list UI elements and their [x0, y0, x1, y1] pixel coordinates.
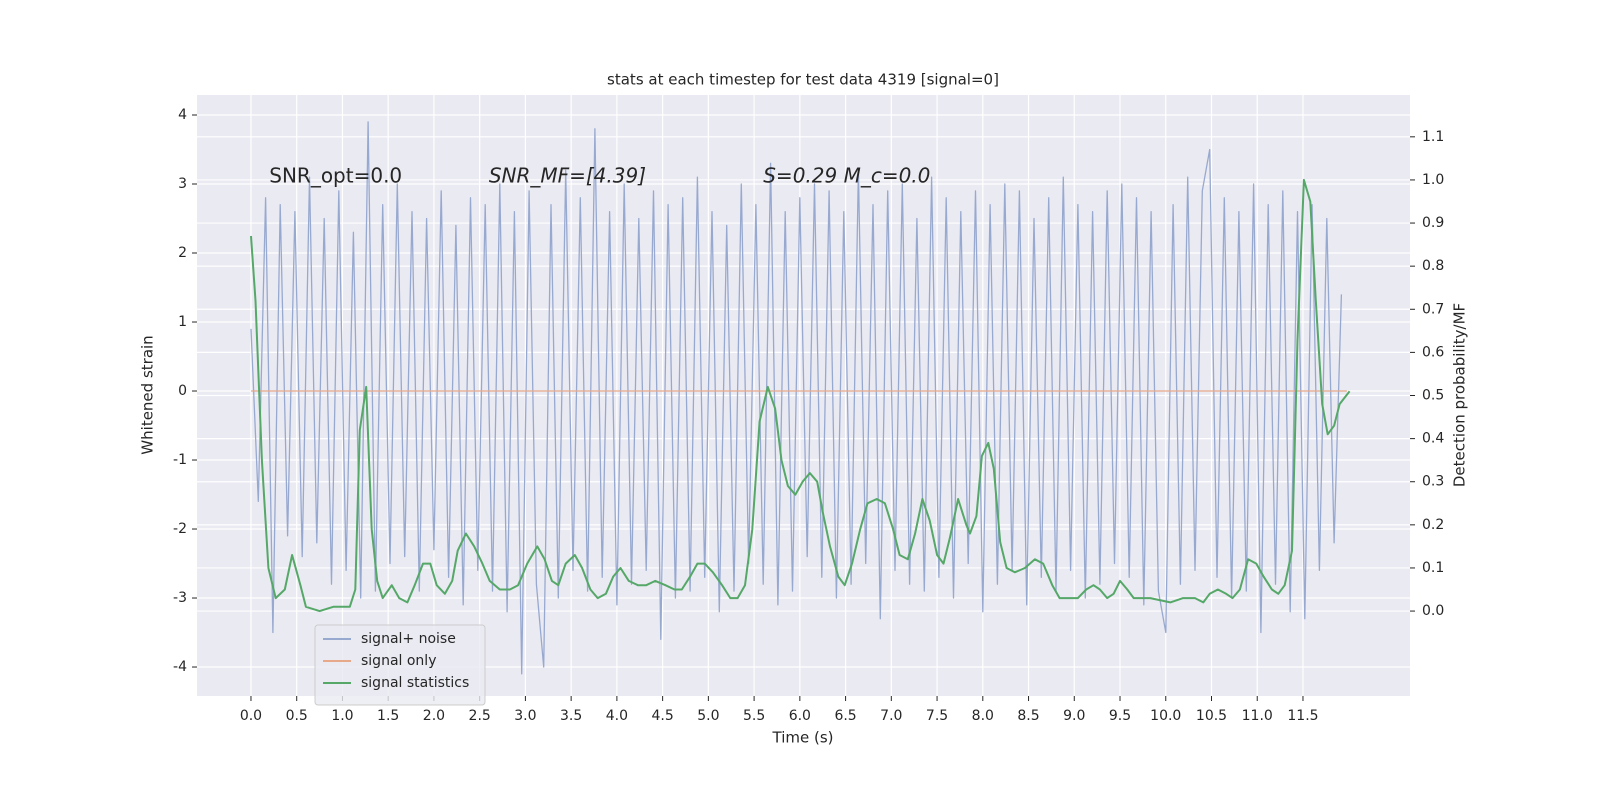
x-tick-label: 4.5: [651, 708, 673, 724]
y-axis-label: Whitened strain: [139, 335, 157, 454]
y-tick-label: 1: [178, 314, 187, 330]
y2-tick-label: 0.6: [1422, 344, 1444, 360]
legend-label: signal only: [361, 653, 436, 669]
y2-axis-label: Detection probability/MF: [1451, 303, 1469, 487]
y2-tick-label: 0.8: [1422, 258, 1444, 274]
annotation: SNR_MF=[4.39]: [489, 164, 646, 188]
y2-tick-label: 0.4: [1422, 431, 1444, 447]
x-tick-label: 5.5: [743, 708, 765, 724]
y-tick-label: -4: [173, 659, 187, 675]
y-tick-label: 0: [178, 383, 187, 399]
x-tick-label: 5.0: [697, 708, 719, 724]
x-tick-label: 1.5: [377, 708, 399, 724]
y-tick-label: -3: [173, 590, 187, 606]
annotation: SNR_opt=0.0: [269, 164, 402, 188]
y-tick-label: 4: [178, 107, 187, 123]
y2-tick-label: 0.1: [1422, 560, 1444, 576]
y2-tick-label: 0.7: [1422, 301, 1444, 317]
x-tick-label: 10.5: [1196, 708, 1227, 724]
x-tick-label: 11.5: [1287, 708, 1318, 724]
x-tick-label: 7.5: [926, 708, 948, 724]
x-tick-label: 0.5: [286, 708, 308, 724]
x-tick-label: 10.0: [1150, 708, 1181, 724]
y2-tick-label: 0.9: [1422, 215, 1444, 231]
x-tick-label: 6.5: [834, 708, 856, 724]
grid: [197, 95, 1410, 696]
x-tick-label: 9.0: [1063, 708, 1085, 724]
x-tick-label: 3.0: [514, 708, 536, 724]
y2-tick-label: 0.2: [1422, 517, 1444, 533]
x-tick-label: 6.0: [789, 708, 811, 724]
y2-tick-label: 0.0: [1422, 603, 1444, 619]
x-tick-label: 8.5: [1017, 708, 1039, 724]
y2-tick-label: 1.1: [1422, 129, 1444, 145]
y-tick-label: 2: [178, 245, 187, 261]
legend: signal+ noise signal only signal statistic…: [314, 624, 486, 706]
y2-tick-label: 0.5: [1422, 388, 1444, 404]
x-axis-label: Time (s): [772, 729, 834, 747]
y-tick-label: -1: [173, 452, 187, 468]
series-line: [250, 178, 1351, 613]
chart-title: stats at each timestep for test data 431…: [607, 71, 999, 89]
x-tick-label: 2.5: [469, 708, 491, 724]
x-tick-label: 7.0: [880, 708, 902, 724]
y2-tick-label: 0.3: [1422, 474, 1444, 490]
y-tick-label: 3: [178, 176, 187, 192]
x-tick-label: 4.0: [606, 708, 628, 724]
annotation: S=0.29 M_c=0.0: [763, 164, 930, 188]
x-tick-label: 9.5: [1109, 708, 1131, 724]
x-tick-label: 0.0: [240, 708, 262, 724]
series-line: [250, 121, 1343, 675]
x-tick-label: 8.0: [972, 708, 994, 724]
legend-label: signal statistics: [361, 675, 469, 691]
y-tick-label: -2: [173, 521, 187, 537]
x-tick-label: 11.0: [1242, 708, 1273, 724]
legend-label: signal+ noise: [361, 631, 456, 647]
x-tick-label: 1.0: [331, 708, 353, 724]
x-tick-label: 2.0: [423, 708, 445, 724]
legend-box: [314, 624, 486, 706]
x-tick-label: 3.5: [560, 708, 582, 724]
y2-tick-label: 1.0: [1422, 172, 1444, 188]
